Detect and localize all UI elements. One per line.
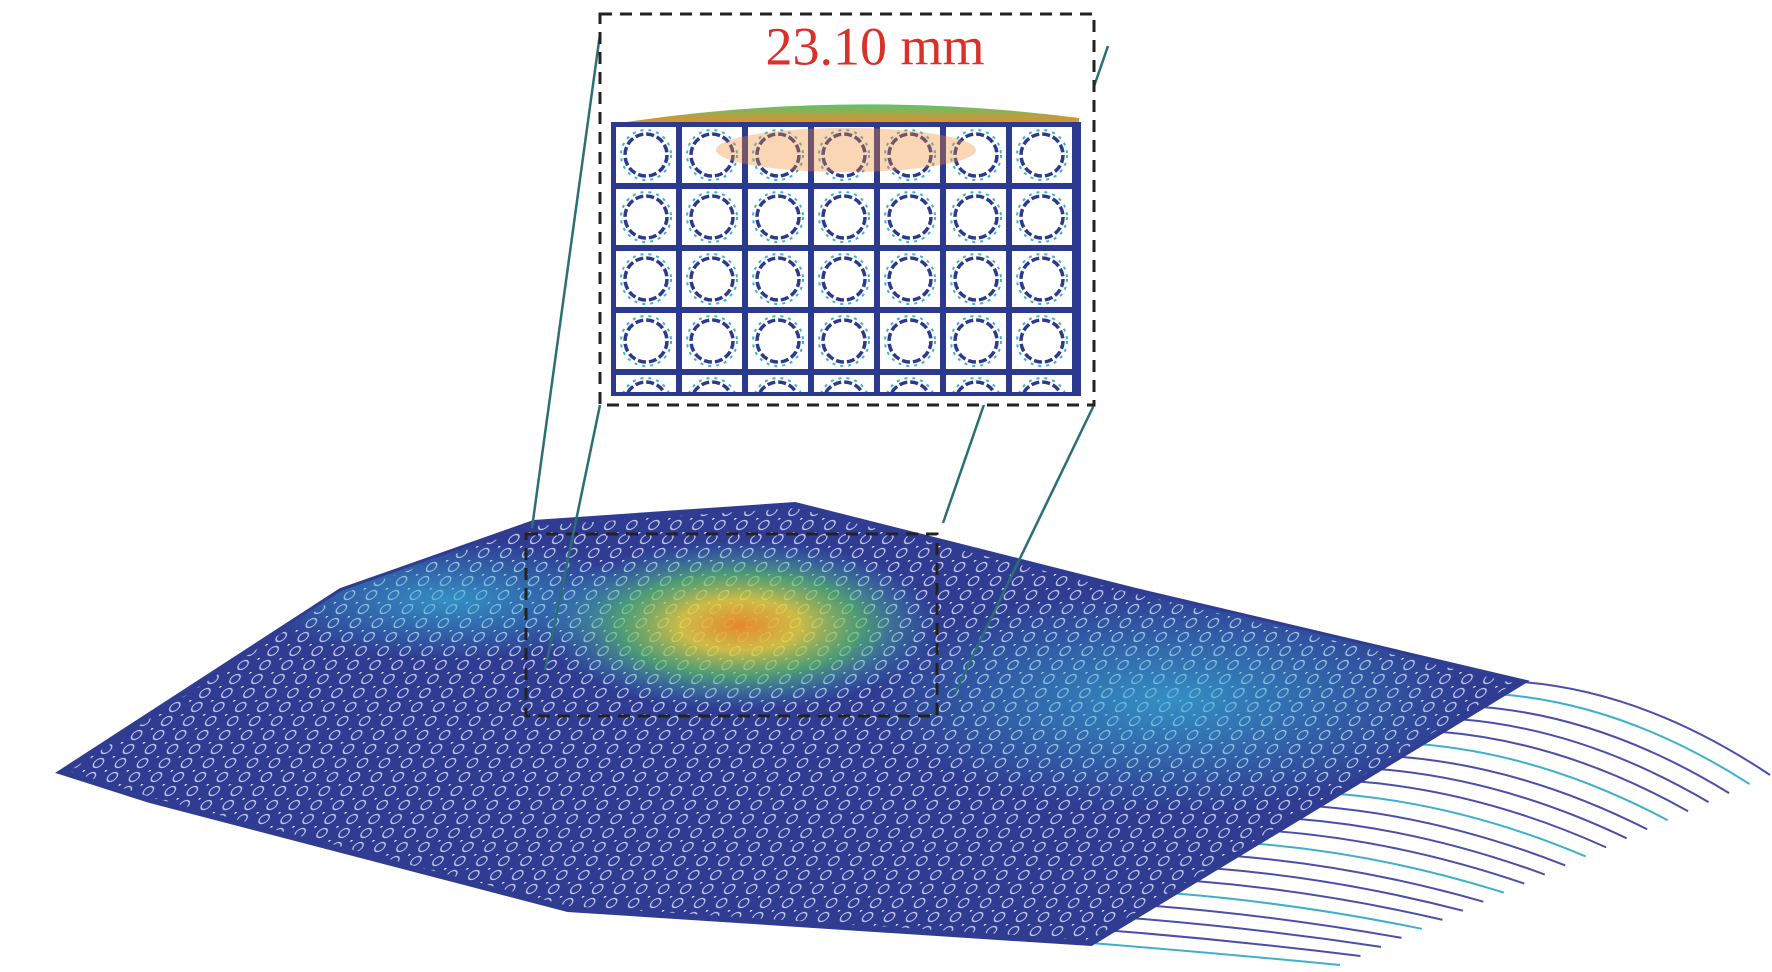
tail-strand	[1090, 942, 1341, 966]
cyan-band	[870, 590, 1470, 810]
connector-line	[530, 33, 602, 529]
tail-strand	[1521, 681, 1771, 776]
tail-strand	[1419, 743, 1669, 822]
connector-line	[953, 404, 1096, 694]
tail-strand	[1131, 917, 1382, 948]
inset-hot-spot	[716, 128, 976, 172]
tail-strand	[1501, 693, 1751, 785]
tail-strand	[1255, 842, 1505, 894]
tail-strand	[1398, 755, 1648, 831]
tail-strand	[1111, 929, 1361, 957]
inset-label: 23.10 mm	[765, 16, 984, 76]
hot-spot	[540, 540, 940, 710]
tail-strand	[1439, 730, 1689, 813]
tails	[1090, 681, 1771, 966]
tail-strand	[1152, 904, 1402, 939]
connector-line	[543, 404, 602, 671]
tail-strand	[1193, 879, 1443, 921]
inset-deformed-top	[613, 104, 1079, 124]
tail-strand	[1173, 892, 1423, 930]
tail-strand	[1296, 817, 1546, 876]
tail-strand	[1214, 867, 1464, 912]
tail-strand	[1234, 855, 1484, 903]
tail-strand	[1357, 780, 1607, 849]
tail-strand	[1378, 768, 1628, 840]
tail-strand	[1275, 830, 1525, 885]
tail-strand	[1480, 705, 1730, 794]
tail-strand	[1316, 805, 1566, 867]
tail-strand	[1460, 718, 1710, 804]
tail-strand	[1337, 792, 1587, 858]
inset-lattice	[611, 122, 1081, 396]
zoom-region	[524, 532, 939, 718]
